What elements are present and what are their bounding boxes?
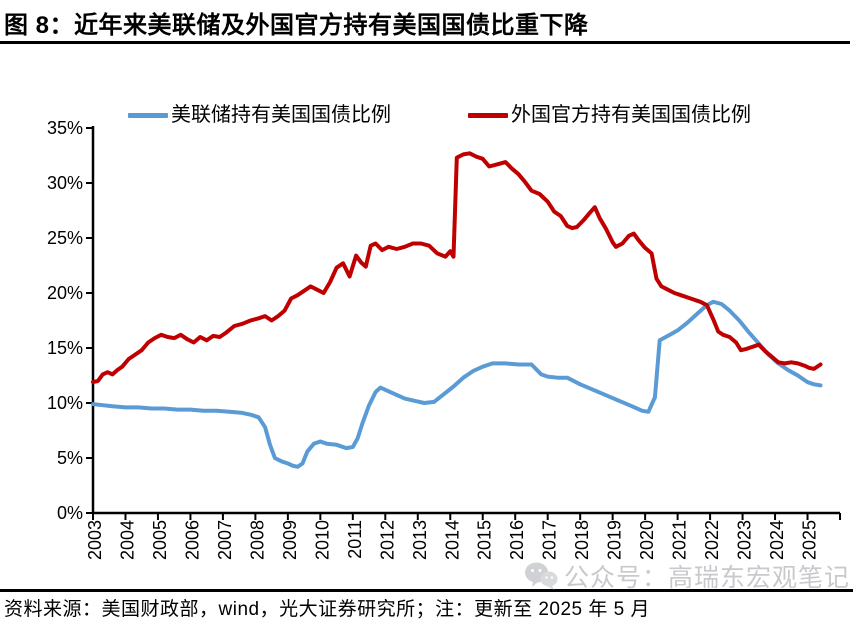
series-line-1 (91, 151, 823, 385)
y-tick-label: 35% (47, 118, 83, 138)
x-tick-label: 2012 (377, 520, 397, 560)
footer-divider (0, 589, 853, 592)
x-tick-label: 2008 (247, 520, 267, 560)
x-tick-label: 2004 (117, 520, 137, 560)
x-tick-label: 2013 (410, 520, 430, 560)
y-tick-label: 25% (47, 228, 83, 248)
x-tick-label: 2020 (637, 520, 657, 560)
series-line-0 (91, 299, 823, 469)
legend-label-fed: 美联储持有美国国债比例 (171, 104, 391, 126)
x-tick-label: 2024 (767, 520, 787, 560)
legend-label-foreign: 外国官方持有美国国债比例 (511, 104, 751, 126)
y-tick-label: 0% (57, 503, 83, 523)
figure-title: 图 8：近年来美联储及外国官方持有美国国债比重下降 (4, 12, 589, 39)
x-tick-label: 2016 (507, 520, 527, 560)
title-divider (0, 41, 850, 44)
x-tick-label: 2010 (312, 520, 332, 560)
legend-item-foreign: 外国官方持有美国国债比例 (468, 102, 751, 128)
x-tick-label: 2022 (702, 520, 722, 560)
y-tick-label: 10% (47, 393, 83, 413)
x-tick-label: 2017 (540, 520, 560, 560)
legend-item-fed: 美联储持有美国国债比例 (128, 102, 391, 128)
y-tick-label: 20% (47, 283, 83, 303)
x-tick-label: 2015 (475, 520, 495, 560)
x-tick-label: 2018 (572, 520, 592, 560)
x-tick-label: 2021 (670, 520, 690, 560)
y-tick-label: 15% (47, 338, 83, 358)
x-tick-label: 2023 (735, 520, 755, 560)
x-tick-label: 2011 (345, 520, 365, 559)
legend-line-swatch-red (468, 112, 508, 118)
x-tick-label: 2025 (800, 520, 820, 560)
y-tick-label: 5% (57, 448, 83, 468)
chart-legend: 美联储持有美国国债比例 外国官方持有美国国债比例 (0, 102, 853, 128)
legend-line-swatch-blue (128, 112, 168, 118)
x-tick-label: 2005 (150, 520, 170, 560)
x-tick-label: 2014 (442, 520, 462, 560)
x-tick-label: 2019 (605, 520, 625, 560)
y-tick-label: 30% (47, 173, 83, 193)
x-tick-label: 2007 (215, 520, 235, 560)
x-tick-label: 2003 (85, 520, 105, 560)
x-tick-label: 2006 (182, 520, 202, 560)
source-note: 资料来源：美国财政部，wind，光大证券研究所；注：更新至 2025 年 5 月 (4, 599, 651, 620)
x-tick-label: 2009 (280, 520, 300, 560)
